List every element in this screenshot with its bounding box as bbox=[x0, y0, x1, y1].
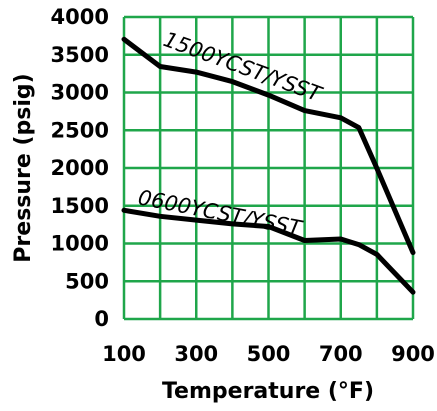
x-tick-label: 500 bbox=[247, 342, 291, 366]
x-tick-label: 300 bbox=[174, 342, 218, 366]
x-axis-title: Temperature (°F) bbox=[162, 379, 374, 404]
y-tick-labels: 4000 3500 3000 2500 2000 1500 1000 500 0 bbox=[51, 5, 109, 331]
x-tick-label: 900 bbox=[391, 342, 435, 366]
x-tick-label: 100 bbox=[102, 342, 146, 366]
y-tick-label: 500 bbox=[65, 269, 109, 293]
series-label-1500ycst-ysst: 1500YCST/YSST bbox=[160, 27, 326, 107]
y-tick-label: 4000 bbox=[51, 5, 109, 29]
y-tick-label: 3500 bbox=[51, 43, 109, 67]
series-line-0 bbox=[121, 36, 416, 256]
series-label-0600ycst-ysst: 0600YCST/YSST bbox=[136, 185, 305, 241]
y-tick-label: 2000 bbox=[51, 156, 109, 180]
grid bbox=[122, 15, 415, 321]
y-tick-label: 0 bbox=[94, 307, 109, 331]
y-tick-label: 2500 bbox=[51, 118, 109, 142]
series-lines bbox=[121, 36, 416, 295]
x-tick-labels: 100 300 500 700 900 bbox=[102, 342, 435, 366]
y-tick-label: 1500 bbox=[51, 194, 109, 218]
y-axis-title: Pressure (psig) bbox=[11, 73, 36, 262]
y-tick-label: 3000 bbox=[51, 81, 109, 105]
y-tick-label: 1000 bbox=[51, 232, 109, 256]
series-line-1 bbox=[121, 207, 416, 295]
x-tick-label: 700 bbox=[319, 342, 363, 366]
